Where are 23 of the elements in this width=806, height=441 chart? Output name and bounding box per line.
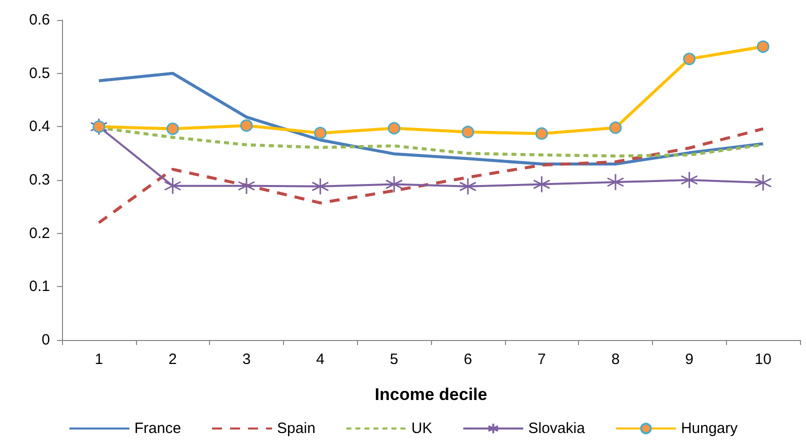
y-tick-label: 0 — [42, 332, 50, 348]
x-tick-label: 9 — [685, 351, 694, 368]
x-tick-label: 3 — [242, 351, 251, 368]
legend-label: UK — [411, 420, 432, 437]
x-tick-label: 4 — [316, 351, 324, 368]
legend-label: Slovakia — [528, 420, 586, 437]
x-tick-label: 2 — [168, 351, 177, 368]
y-tick-label: 0.5 — [29, 64, 50, 82]
legend-label: Spain — [277, 420, 316, 437]
y-tick-label: 0.6 — [29, 12, 50, 28]
x-tick-label: 10 — [754, 351, 772, 368]
y-tick-label: 0.4 — [29, 118, 50, 136]
legend-label: France — [134, 420, 182, 437]
y-tick-label: 0.1 — [29, 278, 50, 296]
x-tick-label: 8 — [611, 351, 620, 368]
x-axis-title: Income decile — [374, 385, 488, 404]
x-tick-label: 5 — [390, 351, 398, 368]
x-tick-label: 1 — [94, 351, 104, 368]
y-tick-label: 0.3 — [29, 172, 50, 188]
y-tick-label: 0.2 — [29, 224, 50, 242]
legend-label: Hungary — [680, 420, 738, 437]
x-tick-label: 6 — [464, 351, 472, 368]
x-tick-label: 7 — [538, 351, 546, 368]
